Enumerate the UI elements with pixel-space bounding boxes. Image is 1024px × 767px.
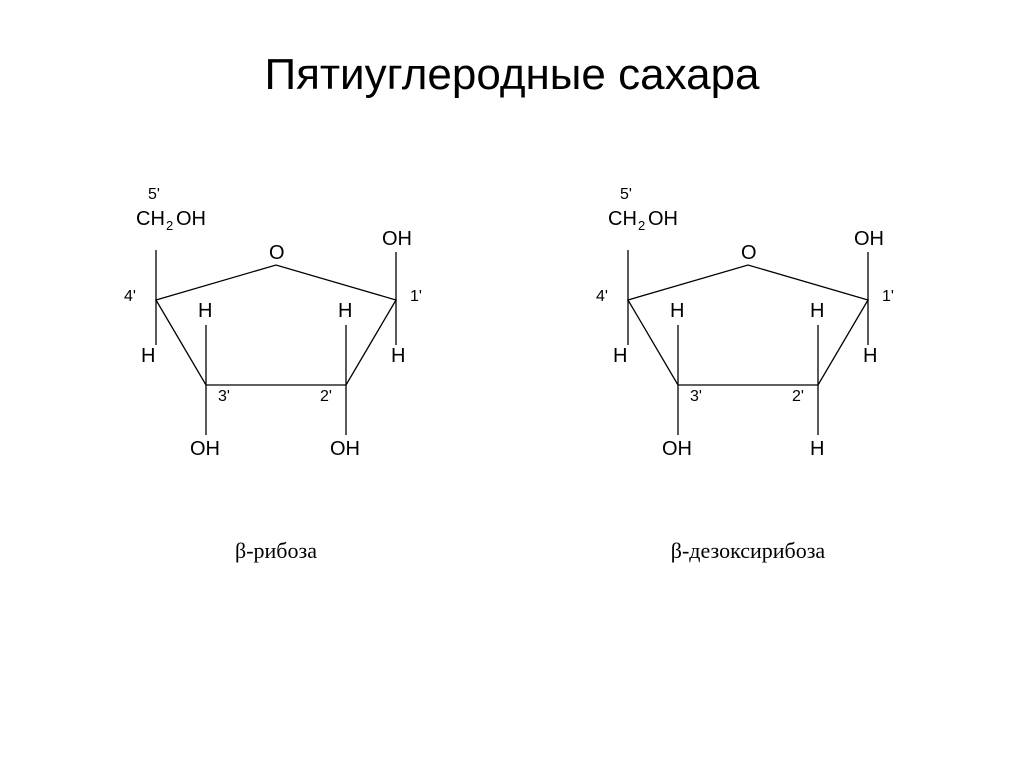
atom-label: H bbox=[338, 300, 352, 323]
atom-label: 2 bbox=[166, 218, 173, 233]
atom-label: 4' bbox=[596, 288, 608, 306]
ring bbox=[156, 265, 396, 385]
atom-label: 5' bbox=[148, 186, 160, 204]
atom-label: 2' bbox=[792, 388, 804, 406]
atom-label: OH bbox=[190, 438, 220, 461]
atom-label: O bbox=[269, 242, 285, 265]
figures-row: 5'CH2OHOOH4'1'HHHH3'2'OHOH β-рибоза 5'CH… bbox=[0, 190, 1024, 564]
ring bbox=[628, 265, 868, 385]
atom-label: H bbox=[670, 300, 684, 323]
atom-label: OH bbox=[648, 208, 678, 231]
molecule-deoxyribose: 5'CH2OHOOH4'1'HHHH3'2'OHH β-дезоксирибоз… bbox=[558, 190, 938, 564]
atom-label: OH bbox=[854, 228, 884, 251]
atom-label: OH bbox=[382, 228, 412, 251]
atom-label: H bbox=[141, 345, 155, 368]
page-title: Пятиуглеродные сахара bbox=[0, 0, 1024, 100]
atom-label: H bbox=[198, 300, 212, 323]
atom-label: OH bbox=[662, 438, 692, 461]
atom-label: 2 bbox=[638, 218, 645, 233]
atom-label: H bbox=[613, 345, 627, 368]
atom-label: CH bbox=[608, 208, 637, 231]
atom-label: 4' bbox=[124, 288, 136, 306]
molecule-ribose: 5'CH2OHOOH4'1'HHHH3'2'OHOH β-рибоза bbox=[86, 190, 466, 564]
atom-label: H bbox=[863, 345, 877, 368]
atom-label: 1' bbox=[410, 288, 422, 306]
atom-label: 2' bbox=[320, 388, 332, 406]
atom-label: CH bbox=[136, 208, 165, 231]
atom-label: 3' bbox=[690, 388, 702, 406]
caption-ribose: β-рибоза bbox=[86, 538, 466, 564]
atom-label: 5' bbox=[620, 186, 632, 204]
atom-label: H bbox=[810, 300, 824, 323]
atom-label: H bbox=[391, 345, 405, 368]
atom-label: OH bbox=[176, 208, 206, 231]
atom-label: OH bbox=[330, 438, 360, 461]
atom-label: O bbox=[741, 242, 757, 265]
caption-deoxyribose: β-дезоксирибоза bbox=[558, 538, 938, 564]
atom-label: 1' bbox=[882, 288, 894, 306]
atom-label: 3' bbox=[218, 388, 230, 406]
atom-label: H bbox=[810, 438, 824, 461]
